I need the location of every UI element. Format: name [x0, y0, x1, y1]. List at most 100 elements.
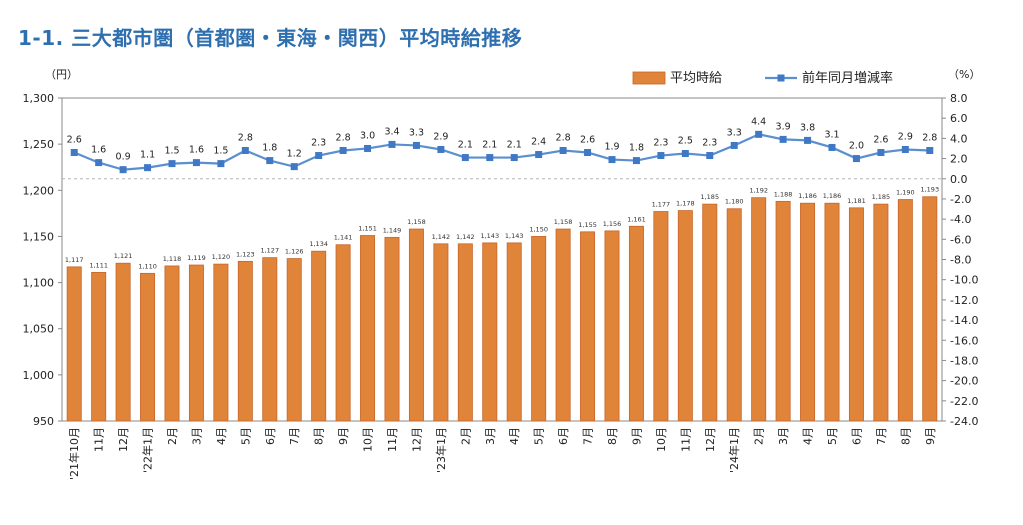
line-point-marker — [657, 152, 665, 160]
line-value-label: 1.6 — [189, 145, 204, 156]
line-point-marker — [584, 149, 592, 157]
line-point-marker — [926, 146, 934, 154]
bar-value-label: 1,143 — [480, 232, 499, 240]
right-axis-tick-label: -6.0 — [950, 233, 971, 246]
bar-value-label: 1,143 — [505, 232, 524, 240]
line-point-marker — [730, 141, 738, 149]
right-axis-tick-label: -16.0 — [950, 334, 978, 347]
bar — [384, 236, 400, 422]
line-point-marker — [119, 166, 127, 174]
bar — [677, 210, 693, 422]
x-axis-tick-label: 8月 — [313, 427, 326, 445]
bar-value-label: 1,118 — [163, 255, 182, 263]
line-value-label: 2.3 — [653, 138, 668, 149]
line-value-label: 1.9 — [604, 142, 619, 153]
line-value-label: 3.3 — [409, 127, 424, 138]
bar-value-label: 1,185 — [700, 193, 719, 201]
bar — [408, 228, 424, 422]
x-axis-tick-label: 11月 — [679, 427, 692, 452]
bar-value-label: 1,142 — [432, 233, 451, 241]
x-axis-tick-label: 4月 — [802, 427, 815, 445]
bar-value-label: 1,142 — [456, 233, 475, 241]
line-value-label: 3.4 — [384, 126, 399, 137]
bar — [775, 200, 791, 422]
bar — [140, 272, 156, 422]
line-point-marker — [412, 141, 420, 149]
line-value-label: 3.9 — [776, 121, 791, 132]
bar-value-label: 1,126 — [285, 248, 304, 256]
bar — [213, 263, 229, 422]
bar — [506, 242, 522, 422]
right-axis-tick-label: 8.0 — [950, 92, 968, 105]
line-value-label: 1.5 — [164, 146, 179, 157]
bar-value-label: 1,149 — [383, 226, 402, 234]
bar-value-label: 1,158 — [407, 218, 426, 226]
bar — [115, 262, 131, 422]
bar-value-label: 1,158 — [554, 218, 573, 226]
left-axis-tick-label: 1,000 — [23, 369, 55, 382]
x-axis-tick-label: 6月 — [264, 427, 277, 445]
x-axis-tick-label: 6月 — [850, 427, 863, 445]
bar — [873, 203, 889, 422]
line-point-marker — [559, 146, 567, 154]
line-value-label: 2.1 — [507, 140, 522, 151]
bar-value-label: 1,193 — [920, 186, 939, 194]
x-axis-tick-label: 12月 — [410, 427, 423, 452]
bar — [604, 230, 620, 422]
bar — [726, 208, 742, 422]
left-axis-tick-label: 950 — [33, 415, 54, 428]
bar-value-label: 1,117 — [65, 256, 84, 264]
bar — [433, 243, 449, 422]
line-point-marker — [779, 135, 787, 143]
bar — [188, 264, 204, 422]
right-axis-tick-label: -4.0 — [950, 213, 971, 226]
line-point-marker — [388, 140, 396, 148]
line-value-label: 1.5 — [213, 146, 228, 157]
line-series-path — [73, 133, 930, 171]
line-value-label: 2.8 — [556, 132, 571, 143]
bar — [91, 272, 107, 422]
bar-value-label: 1,190 — [896, 189, 915, 197]
line-value-label: 2.9 — [898, 131, 913, 142]
line-value-label: 1.8 — [629, 143, 644, 154]
x-axis-tick-label: 4月 — [215, 427, 228, 445]
line-point-marker — [95, 159, 103, 167]
line-value-label: 2.9 — [433, 131, 448, 142]
bar-value-label: 1,186 — [798, 192, 817, 200]
line-point-marker — [168, 160, 176, 168]
bar — [457, 243, 473, 422]
line-point-marker — [266, 157, 274, 165]
x-axis-tick-label: 2月 — [753, 427, 766, 445]
line-point-marker — [70, 149, 78, 157]
bar-value-label: 1,151 — [358, 225, 377, 233]
bar — [164, 265, 180, 422]
line-value-label: 4.4 — [751, 116, 766, 127]
bar-value-label: 1,155 — [578, 221, 597, 229]
x-axis-tick-label: 11月 — [93, 427, 106, 452]
bar-value-label: 1,188 — [774, 190, 793, 198]
bar — [580, 231, 596, 422]
right-axis-tick-label: -10.0 — [950, 274, 978, 287]
line-point-marker — [828, 143, 836, 151]
right-axis-tick-label: 4.0 — [950, 132, 968, 145]
left-axis-unit: （円） — [45, 68, 78, 81]
line-point-marker — [437, 145, 445, 153]
left-axis-tick-label: 1,050 — [23, 323, 55, 336]
line-point-marker — [241, 146, 249, 154]
x-axis-tick-label: 6月 — [557, 427, 570, 445]
left-axis-tick-label: 1,250 — [23, 138, 55, 151]
left-axis-tick-label: 1,100 — [23, 277, 55, 290]
line-value-label: 1.2 — [287, 149, 302, 160]
line-point-marker — [510, 154, 518, 162]
x-axis-tick-label: 4月 — [508, 427, 521, 445]
line-value-label: 3.8 — [800, 122, 815, 133]
x-axis-tick-label: 3月 — [777, 427, 790, 445]
bar — [824, 202, 840, 422]
bar — [335, 244, 351, 422]
x-axis-tick-label: 8月 — [899, 427, 912, 445]
bar — [311, 250, 327, 422]
line-value-label: 2.3 — [702, 138, 717, 149]
right-axis-tick-label: -18.0 — [950, 354, 978, 367]
line-value-label: 2.3 — [311, 138, 326, 149]
